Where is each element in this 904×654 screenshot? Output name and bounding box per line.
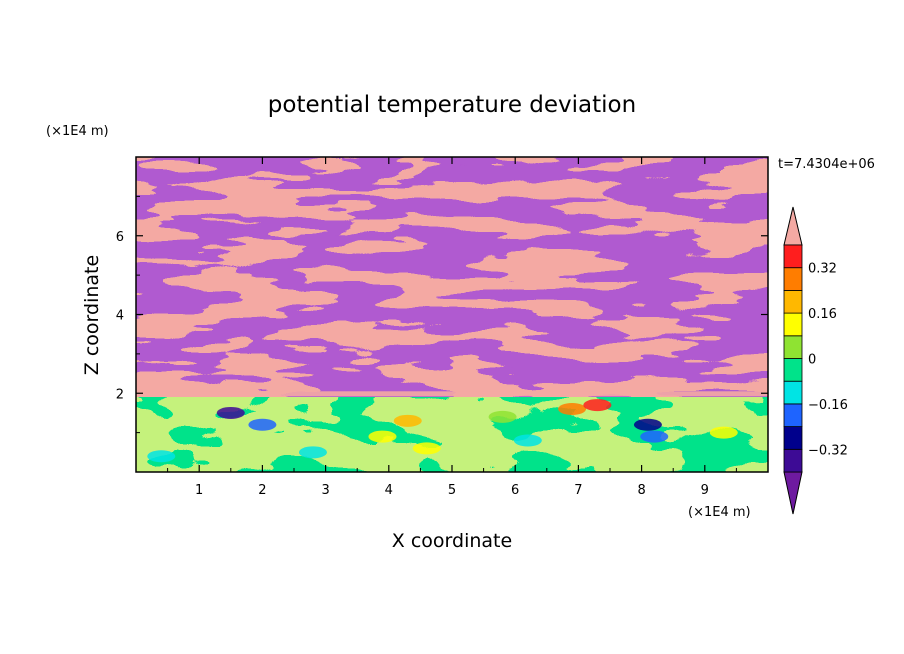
x-tick-label: 2 [258, 483, 266, 498]
eddy-patch [412, 442, 441, 455]
lower-eddies [147, 399, 738, 463]
upper-region-bands [136, 157, 768, 397]
eddy-patch [513, 434, 542, 447]
colorbar-under-triangle [783, 471, 803, 515]
colorbar-segment [783, 403, 803, 427]
x-tick-label: 9 [701, 483, 709, 498]
eddy-patch [488, 410, 517, 423]
eddy-patch [147, 450, 176, 463]
colorbar-segment [783, 267, 803, 291]
contour-field [136, 157, 768, 472]
y-tick-label: 2 [116, 387, 124, 402]
colorbar-segment [783, 289, 803, 314]
chart-title: potential temperature deviation [268, 92, 636, 118]
colorbar-segment [783, 448, 803, 473]
eddy-patch [583, 399, 612, 412]
colorbar-over-triangle [783, 206, 803, 246]
colorbar-label: 0.32 [808, 262, 837, 277]
colorbar: 0.32 0.16 0 −0.16 −0.32 [783, 206, 848, 515]
eddy-patch [558, 403, 587, 415]
x-axis: 1 2 3 4 5 6 7 8 9 [167, 157, 737, 498]
y-axis: 2 4 6 [116, 195, 768, 434]
colorbar-label: −0.16 [808, 398, 848, 413]
x-tick-label: 4 [385, 483, 393, 498]
x-tick-label: 5 [448, 483, 456, 498]
transition-band [136, 391, 768, 397]
colorbar-segment [783, 244, 803, 269]
colorbar-label: −0.32 [808, 443, 848, 458]
eddy-patch [393, 414, 422, 427]
colorbar-label: 0 [808, 353, 816, 368]
x-tick-label: 7 [574, 483, 582, 498]
eddy-patch [298, 446, 327, 459]
x-tick-label: 8 [637, 483, 645, 498]
y-tick-label: 6 [116, 230, 124, 245]
x-tick-label: 1 [195, 483, 203, 498]
y-tick-label: 4 [116, 309, 124, 324]
x-tick-label: 6 [511, 483, 519, 498]
colorbar-segment [783, 335, 803, 359]
x-tick-label: 3 [321, 483, 329, 498]
colorbar-segment [783, 358, 803, 382]
time-label: t=7.4304e+06 [778, 157, 875, 172]
eddy-patch [248, 418, 277, 431]
x-axis-label: X coordinate [392, 530, 512, 552]
x-unit-label: (×1E4 m) [688, 505, 751, 520]
eddy-patch [709, 426, 738, 439]
colorbar-label: 0.16 [808, 307, 837, 322]
eddy-patch [216, 406, 245, 419]
y-axis-label: Z coordinate [81, 255, 103, 375]
eddy-patch [640, 430, 669, 443]
eddy-patch [368, 430, 397, 443]
eddy-patch [633, 418, 662, 431]
y-unit-label: (×1E4 m) [46, 124, 109, 139]
colorbar-segment [783, 312, 803, 337]
colorbar-segment [783, 380, 803, 405]
colorbar-segment [783, 426, 803, 450]
